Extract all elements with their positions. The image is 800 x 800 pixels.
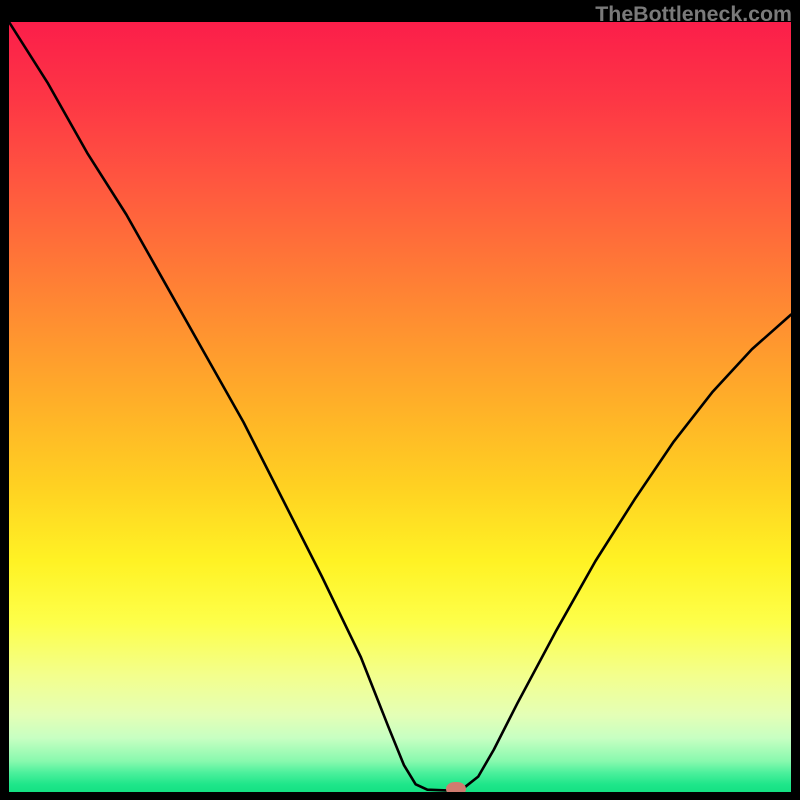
plot-area (9, 22, 791, 792)
sweetspot-marker (446, 782, 466, 792)
bottleneck-curve (9, 22, 791, 792)
chart-stage: TheBottleneck.com (0, 0, 800, 800)
